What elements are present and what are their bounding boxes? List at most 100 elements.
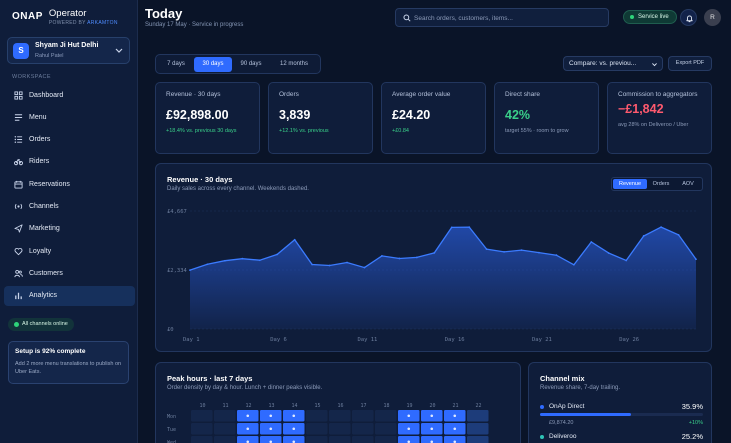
revenue-point[interactable]: [468, 226, 471, 229]
heatmap-cell[interactable]: [352, 410, 374, 422]
peak-marker: [430, 414, 434, 418]
revenue-point[interactable]: [485, 248, 488, 251]
kpi-direct-share[interactable]: Direct share 42% target 55% · room to gr…: [494, 82, 599, 154]
revenue-point[interactable]: [572, 263, 575, 266]
user-avatar[interactable]: R: [704, 9, 721, 26]
heatmap-cell[interactable]: [375, 410, 397, 422]
heatmap-cell[interactable]: [214, 436, 236, 443]
heatmap-cell[interactable]: [191, 436, 213, 443]
peak-marker: [453, 440, 457, 443]
compare-select[interactable]: Compare: vs. previou...: [563, 56, 663, 71]
sidebar-item-channels[interactable]: Channels: [4, 196, 135, 216]
peak-marker: [292, 427, 296, 431]
revenue-point[interactable]: [450, 226, 453, 229]
sidebar-item-loyalty[interactable]: Loyalty: [4, 241, 135, 261]
range-30-days[interactable]: 30 days: [194, 56, 232, 72]
revenue-area-chart[interactable]: £4,667 £2,334 £0 Day 1 Day 6 Day 11 Day 16 Day…: [156, 164, 713, 353]
heatmap-cell[interactable]: [375, 436, 397, 443]
range-12-months[interactable]: 12 months: [279, 61, 309, 67]
revenue-point[interactable]: [258, 259, 261, 262]
notifications-button[interactable]: [680, 9, 697, 26]
heatmap-cell[interactable]: [237, 436, 259, 443]
heatmap-cell[interactable]: [260, 436, 282, 443]
sidebar-item-marketing[interactable]: Marketing: [4, 219, 135, 239]
heatmap-cell[interactable]: [306, 436, 328, 443]
heatmap-cell[interactable]: [191, 423, 213, 435]
tab-orders[interactable]: Orders: [652, 181, 670, 187]
revenue-point[interactable]: [433, 251, 436, 254]
peak-marker: [407, 414, 411, 418]
heatmap-cell[interactable]: [191, 410, 213, 422]
revenue-point[interactable]: [503, 250, 505, 253]
sidebar-item-analytics[interactable]: Analytics: [4, 285, 135, 306]
heatmap-cell[interactable]: [329, 410, 351, 422]
export-pdf-button[interactable]: Export PDF: [668, 56, 712, 71]
sidebar-item-reservations[interactable]: Reservations: [4, 174, 135, 194]
revenue-point[interactable]: [276, 253, 279, 256]
heatmap-cell[interactable]: [444, 436, 466, 443]
peak-marker: [269, 427, 273, 431]
sidebar-item-riders[interactable]: Riders: [4, 152, 135, 172]
revenue-point[interactable]: [555, 254, 558, 257]
revenue-point[interactable]: [293, 238, 296, 241]
tab-revenue[interactable]: Revenue: [613, 179, 647, 189]
heatmap-cell[interactable]: [329, 423, 351, 435]
sidebar-item-customers[interactable]: Customers: [4, 263, 135, 283]
kpi-commission[interactable]: Commission to aggregators −£1,842 avg 28…: [607, 82, 712, 154]
hour-label: 18: [383, 403, 389, 409]
revenue-point[interactable]: [363, 266, 366, 269]
service-status-badge[interactable]: Service live: [623, 10, 677, 24]
search-bar[interactable]: [395, 8, 609, 27]
tab-aov[interactable]: AOV: [682, 181, 694, 187]
sidebar-item-dashboard[interactable]: Dashboard: [4, 85, 135, 105]
heatmap-cell[interactable]: [329, 436, 351, 443]
store-switcher[interactable]: S Shyam Ji Hut Delhi Rahul Patel: [7, 37, 130, 64]
revenue-point[interactable]: [642, 235, 645, 237]
heatmap-cell[interactable]: [352, 436, 374, 443]
sidebar-item-orders[interactable]: Orders: [4, 130, 135, 150]
list-icon: [14, 136, 23, 144]
revenue-point[interactable]: [398, 257, 401, 260]
revenue-point[interactable]: [415, 256, 418, 259]
kpi-revenue[interactable]: Revenue · 30 days £92,898.00 +18.4% vs. …: [155, 82, 260, 154]
setup-progress-card[interactable]: Setup is 92% complete Add 2 more menu tr…: [8, 341, 129, 384]
heatmap-cell[interactable]: [306, 423, 328, 435]
heatmap-cell[interactable]: [398, 436, 420, 443]
revenue-point[interactable]: [677, 234, 680, 236]
revenue-point[interactable]: [206, 263, 209, 266]
revenue-point[interactable]: [695, 258, 697, 261]
heatmap-cell[interactable]: [467, 410, 489, 422]
revenue-point[interactable]: [328, 264, 331, 267]
brand[interactable]: ONAP Operator POWERED BY ARKAMTON: [12, 8, 118, 26]
heatmap-cell[interactable]: [306, 410, 328, 422]
heatmap-cell[interactable]: [214, 410, 236, 422]
heatmap-cell[interactable]: [421, 436, 443, 443]
revenue-point[interactable]: [241, 257, 244, 260]
revenue-point[interactable]: [311, 263, 314, 266]
bar-chart-icon: [15, 292, 22, 300]
revenue-point[interactable]: [660, 226, 663, 229]
revenue-point[interactable]: [520, 249, 523, 252]
heatmap-cell[interactable]: [352, 423, 374, 435]
heatmap-cell[interactable]: [467, 423, 489, 435]
range-7-days[interactable]: 7 days: [167, 61, 185, 67]
peak-hours-heatmap[interactable]: 10 11 12 13 14 15 16 17 18 19 20 21 22 Mon Tue Wed: [156, 363, 521, 443]
revenue-point[interactable]: [381, 255, 383, 257]
heatmap-cell[interactable]: [283, 436, 305, 443]
heatmap-cell[interactable]: [214, 423, 236, 435]
revenue-point[interactable]: [346, 261, 348, 264]
search-input[interactable]: [414, 12, 604, 24]
revenue-point[interactable]: [189, 269, 191, 271]
sidebar-item-menu[interactable]: Menu: [4, 107, 135, 127]
range-90-days[interactable]: 90 days: [240, 61, 262, 67]
revenue-point[interactable]: [590, 241, 593, 243]
kpi-orders[interactable]: Orders 3,839 +12.1% vs. previous: [268, 82, 373, 154]
sidebar-item-label: Analytics: [29, 292, 58, 300]
kpi-average-order-value[interactable]: Average order value £24.20 +£0.84: [381, 82, 486, 154]
revenue-point[interactable]: [625, 259, 628, 262]
revenue-point[interactable]: [607, 252, 610, 255]
revenue-point[interactable]: [223, 259, 226, 262]
heatmap-cell[interactable]: [467, 436, 489, 443]
heatmap-cell[interactable]: [375, 423, 397, 435]
revenue-point[interactable]: [538, 251, 540, 254]
